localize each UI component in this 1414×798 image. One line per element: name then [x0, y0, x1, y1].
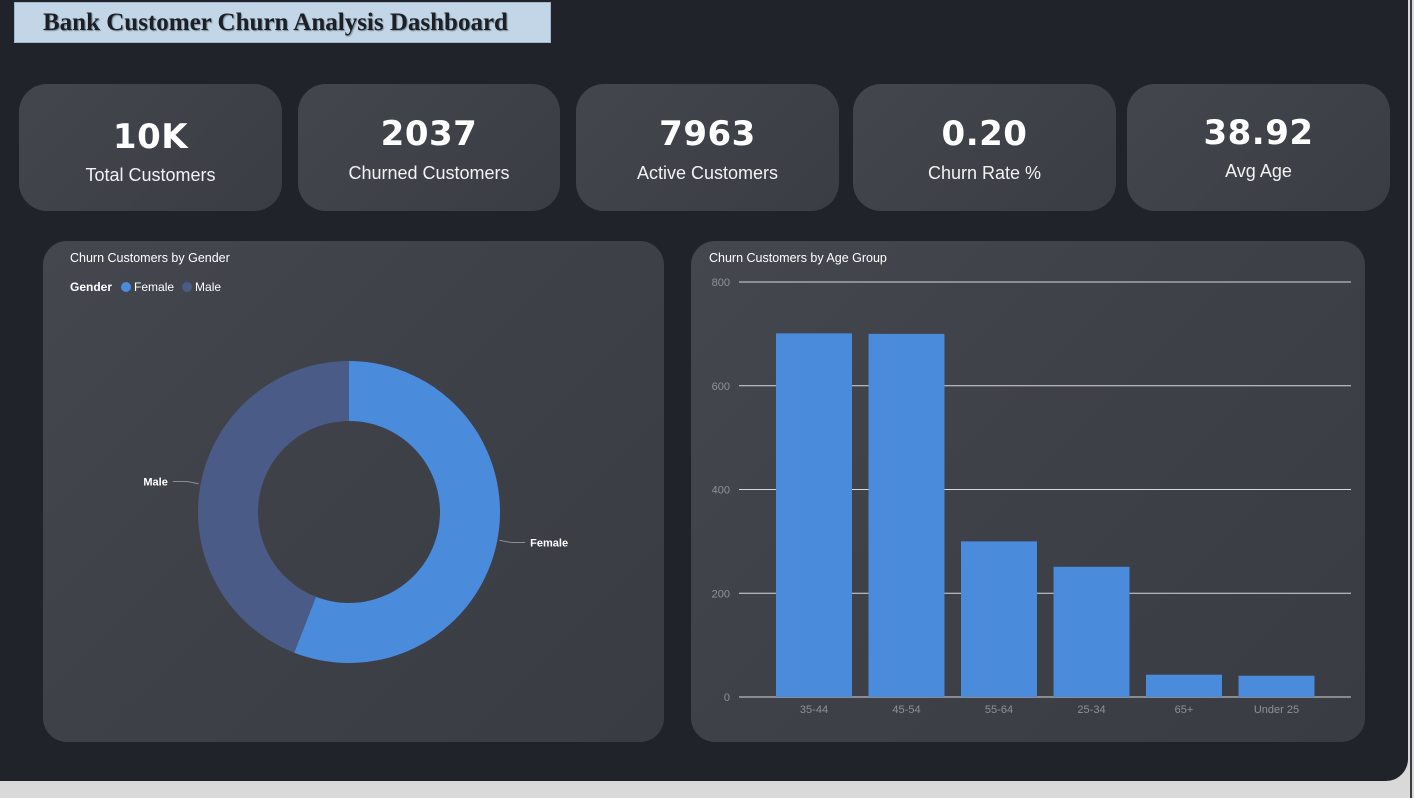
- bar-35-44[interactable]: [776, 333, 852, 697]
- bar-45-54[interactable]: [868, 333, 945, 697]
- x-tick-label: Under 25: [1254, 704, 1299, 716]
- kpi-card-churn-rate[interactable]: 0.20 Churn Rate %: [853, 84, 1116, 211]
- age-chart-panel[interactable]: Churn Customers by Age Group 0 200 400 600 8…: [691, 241, 1365, 742]
- gender-chart-title: Churn Customers by Gender: [70, 251, 230, 265]
- donut-data-label: Male: [143, 477, 167, 489]
- age-bar-chart: 0 200 400 600 800 35-44 45-54 55-64 25-34 65+ Unde…: [712, 277, 1351, 716]
- donut-slice-female[interactable]: [294, 361, 500, 663]
- kpi-label: Churn Rate %: [927, 163, 1042, 183]
- gender-legend: Gender Female Male: [70, 280, 229, 294]
- kpi-card-total-customers[interactable]: 10K Total Customers: [19, 84, 282, 211]
- kpi-card-churned-customers[interactable]: 2037 Churned Customers: [298, 84, 560, 211]
- kpi-value: 38.92: [1203, 113, 1314, 153]
- x-tick-label: 35-44: [800, 704, 828, 716]
- y-tick-label: 0: [724, 692, 730, 704]
- donut-leader-line: [499, 539, 526, 543]
- kpi-value: 7963: [659, 114, 756, 154]
- kpi-label: Churned Customers: [348, 163, 510, 183]
- legend-title: Gender: [70, 280, 113, 294]
- donut-data-label: Female: [530, 537, 568, 549]
- x-tick-label: 45-54: [892, 704, 920, 716]
- dashboard-title-box: Bank Customer Churn Analysis Dashboard: [14, 2, 551, 43]
- age-chart-title: Churn Customers by Age Group: [709, 251, 887, 265]
- kpi-label: Total Customers: [85, 165, 216, 185]
- kpi-card-active-customers[interactable]: 7963 Active Customers: [576, 84, 839, 211]
- y-tick-label: 200: [712, 588, 730, 600]
- bar-65+[interactable]: [1146, 674, 1222, 697]
- bar-55-64[interactable]: [961, 541, 1037, 697]
- gender-chart-panel[interactable]: Churn Customers by Gender Gender Female …: [43, 241, 664, 742]
- bar-Under 25[interactable]: [1238, 675, 1315, 697]
- dashboard-title: Bank Customer Churn Analysis Dashboard: [43, 8, 508, 36]
- gender-donut-chart: Female Male: [143, 361, 568, 663]
- bar-25-34[interactable]: [1053, 566, 1130, 697]
- y-tick-label: 600: [712, 381, 730, 393]
- legend-item-male[interactable]: Male: [182, 280, 221, 294]
- kpi-label: Active Customers: [636, 163, 779, 183]
- donut-leader-line: [172, 481, 199, 485]
- y-tick-label: 800: [712, 277, 730, 289]
- kpi-value: 2037: [380, 114, 478, 154]
- legend-swatch-male: [182, 282, 193, 292]
- legend-swatch-female: [121, 282, 132, 292]
- x-tick-label: 55-64: [985, 704, 1013, 716]
- x-tick-label: 25-34: [1077, 704, 1105, 716]
- kpi-card-avg-age[interactable]: 38.92 Avg Age: [1127, 84, 1390, 211]
- kpi-value: 10K: [112, 117, 189, 157]
- y-tick-label: 400: [712, 485, 730, 497]
- legend-label-female: Female: [134, 280, 175, 294]
- kpi-label: Avg Age: [1225, 161, 1292, 181]
- legend-item-female[interactable]: Female: [121, 280, 174, 294]
- donut-slice-male[interactable]: [198, 361, 349, 653]
- kpi-value: 0.20: [941, 114, 1028, 154]
- window-edge: [1410, 0, 1412, 798]
- x-tick-label: 65+: [1175, 704, 1194, 716]
- legend-label-male: Male: [195, 280, 222, 294]
